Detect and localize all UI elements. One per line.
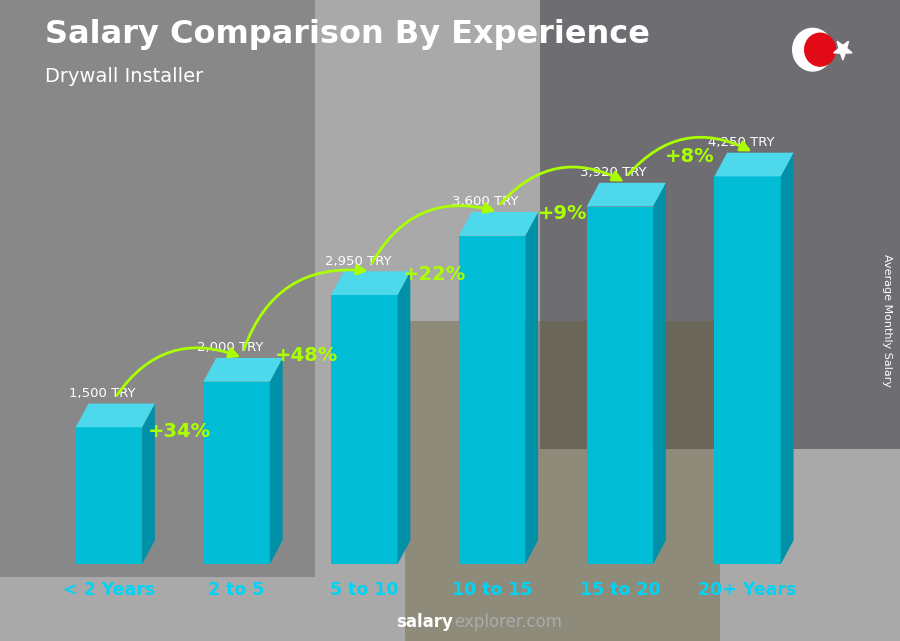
Bar xyxy=(76,428,142,564)
Text: 1,500 TRY: 1,500 TRY xyxy=(69,387,136,400)
Text: +34%: +34% xyxy=(148,422,211,441)
Polygon shape xyxy=(203,358,283,381)
Circle shape xyxy=(793,28,832,71)
Polygon shape xyxy=(526,212,538,564)
Bar xyxy=(715,176,781,564)
Polygon shape xyxy=(398,271,410,564)
Polygon shape xyxy=(142,404,155,564)
Text: +48%: +48% xyxy=(275,346,338,365)
FancyArrowPatch shape xyxy=(244,265,364,349)
Polygon shape xyxy=(715,153,794,176)
Text: +9%: +9% xyxy=(537,204,587,222)
Text: 3,920 TRY: 3,920 TRY xyxy=(580,166,647,179)
Polygon shape xyxy=(833,41,852,60)
Circle shape xyxy=(805,33,835,66)
Polygon shape xyxy=(331,271,410,295)
FancyArrowPatch shape xyxy=(117,348,238,395)
Bar xyxy=(459,236,526,564)
FancyArrowPatch shape xyxy=(372,204,493,263)
Text: Drywall Installer: Drywall Installer xyxy=(45,67,203,87)
Bar xyxy=(587,206,653,564)
Text: 4,250 TRY: 4,250 TRY xyxy=(708,136,775,149)
FancyArrowPatch shape xyxy=(628,137,749,175)
Bar xyxy=(0,0,315,577)
Text: 2,950 TRY: 2,950 TRY xyxy=(325,254,392,268)
Polygon shape xyxy=(653,183,666,564)
Text: 3,600 TRY: 3,600 TRY xyxy=(453,196,519,208)
Polygon shape xyxy=(459,212,538,236)
Bar xyxy=(405,320,720,641)
Polygon shape xyxy=(781,153,794,564)
Bar xyxy=(331,295,398,564)
Text: salary: salary xyxy=(396,613,453,631)
Text: 2,000 TRY: 2,000 TRY xyxy=(197,342,264,354)
Text: +8%: +8% xyxy=(665,147,715,165)
Text: explorer.com: explorer.com xyxy=(454,613,562,631)
FancyArrowPatch shape xyxy=(500,167,621,204)
Text: Salary Comparison By Experience: Salary Comparison By Experience xyxy=(45,19,650,50)
Text: Average Monthly Salary: Average Monthly Salary xyxy=(881,254,892,387)
Text: +22%: +22% xyxy=(403,265,466,284)
Polygon shape xyxy=(76,404,155,428)
Polygon shape xyxy=(587,183,666,206)
Bar xyxy=(540,0,900,449)
Polygon shape xyxy=(270,358,283,564)
Bar xyxy=(203,381,270,564)
